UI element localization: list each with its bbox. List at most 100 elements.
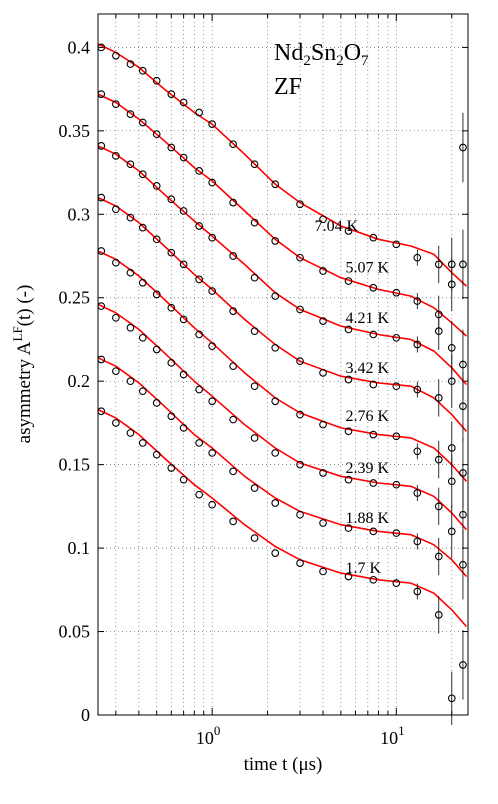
data-point <box>392 382 401 391</box>
data-point <box>167 248 176 257</box>
data-point <box>126 429 135 437</box>
data-point <box>208 449 216 457</box>
data-point <box>296 357 304 366</box>
data-point <box>459 469 467 477</box>
data-point <box>229 252 237 260</box>
data-point <box>459 143 467 152</box>
data-point <box>344 277 353 285</box>
data-point <box>369 430 378 439</box>
data-point <box>447 527 456 536</box>
data-point <box>138 118 147 127</box>
y-tick-label: 0 <box>81 705 90 725</box>
series-label: 7.04 K <box>315 218 359 235</box>
data-point <box>208 342 216 350</box>
data-point <box>296 200 304 209</box>
data-point <box>208 397 216 406</box>
data-point <box>138 439 147 447</box>
data-point <box>167 358 176 367</box>
data-point <box>138 333 147 342</box>
data-point <box>167 143 176 152</box>
series-group <box>97 142 468 400</box>
data-point <box>271 292 280 300</box>
data-point <box>126 110 135 118</box>
data-point <box>271 499 280 507</box>
data-point <box>250 218 259 227</box>
data-point <box>344 524 353 532</box>
data-point <box>459 402 467 411</box>
data-point <box>111 313 120 322</box>
data-point <box>447 377 456 386</box>
data-point <box>229 198 237 207</box>
data-point <box>434 327 443 335</box>
series-group <box>97 407 468 726</box>
data-point <box>413 253 422 262</box>
data-point <box>111 51 120 60</box>
x-tick-exponent: 0 <box>214 723 221 738</box>
data-point <box>229 517 237 526</box>
data-point <box>344 227 353 235</box>
data-point <box>434 455 443 464</box>
data-point <box>229 140 237 149</box>
data-point <box>392 529 401 537</box>
data-point <box>392 432 401 441</box>
data-point <box>111 152 120 160</box>
data-point <box>208 287 216 295</box>
data-point <box>271 237 280 245</box>
data-point <box>195 108 204 117</box>
data-point <box>319 368 327 377</box>
title-subscript: 2 <box>303 53 311 69</box>
data-point <box>229 362 237 371</box>
data-point <box>296 559 304 567</box>
title-subscript: 2 <box>336 53 344 69</box>
series-layer <box>97 43 468 726</box>
data-point <box>413 297 422 305</box>
data-point <box>195 490 204 499</box>
data-point <box>250 382 259 391</box>
data-point <box>208 178 216 187</box>
data-point <box>319 420 327 429</box>
data-point <box>97 142 106 150</box>
title-part: Sn <box>311 40 336 66</box>
plot-area <box>97 13 469 716</box>
data-point <box>179 370 188 379</box>
data-point <box>413 447 422 456</box>
data-point <box>97 43 106 52</box>
data-point <box>195 167 204 175</box>
data-point <box>195 275 204 284</box>
data-point <box>179 153 188 162</box>
y-axis-label-main: asymmetry A <box>14 341 35 443</box>
data-point <box>195 439 204 447</box>
data-point <box>447 280 456 289</box>
data-point <box>369 283 378 292</box>
data-point <box>152 399 161 407</box>
chart-subtitle: ZF <box>274 74 302 100</box>
x-tick-label: 101 <box>380 723 405 748</box>
series-group <box>97 193 468 441</box>
data-point <box>138 66 147 75</box>
data-point <box>97 302 106 310</box>
y-axis-label-tail: (t) (-) <box>14 285 35 327</box>
data-point <box>250 160 259 169</box>
x-axis-label: time t (μs) <box>244 754 323 775</box>
data-point <box>167 303 176 312</box>
data-point <box>271 343 280 352</box>
data-point <box>152 450 161 459</box>
data-point <box>369 479 378 487</box>
y-tick-label: 0.25 <box>59 288 91 308</box>
data-point <box>179 475 188 484</box>
data-point <box>296 510 304 519</box>
data-point <box>413 489 422 497</box>
data-point <box>434 552 443 561</box>
data-point <box>296 410 304 419</box>
data-point <box>138 278 147 287</box>
data-point <box>179 424 188 432</box>
data-point <box>167 464 176 472</box>
data-point <box>126 60 135 68</box>
data-point <box>459 661 467 669</box>
data-point <box>179 315 188 324</box>
y-tick-label: 0.3 <box>68 204 91 224</box>
y-tick-label: 0.4 <box>68 37 91 57</box>
data-point <box>413 537 422 546</box>
x-tick-label: 100 <box>196 723 221 748</box>
